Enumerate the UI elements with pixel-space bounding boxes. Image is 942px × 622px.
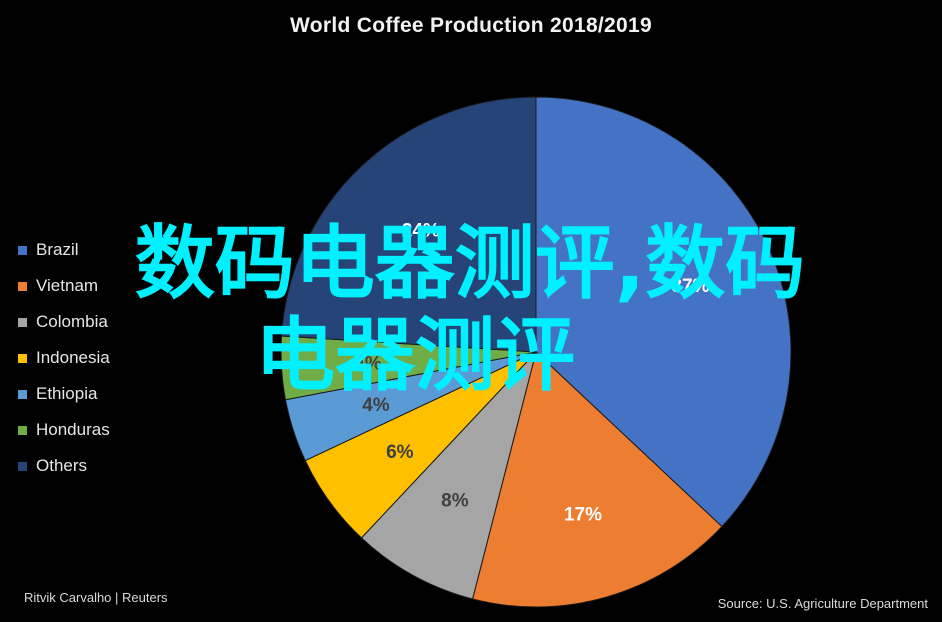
pie-slice-colombia — [360, 351, 537, 600]
data-label-honduras: 4% — [354, 354, 382, 375]
pie-slice-vietnam — [471, 351, 723, 608]
legend-item-ethiopia: Ethiopia — [18, 376, 110, 412]
data-label-vietnam: 17% — [564, 505, 602, 526]
credit-text: Ritvik Carvalho | Reuters — [24, 590, 168, 605]
legend-label: Indonesia — [36, 348, 110, 367]
legend: Brazil Vietnam Colombia Indonesia Ethiopia Ho… — [18, 232, 110, 484]
source-text: Source: U.S. Agriculture Department — [717, 596, 928, 611]
data-label-colombia: 8% — [441, 490, 469, 511]
legend-label: Honduras — [36, 420, 110, 439]
legend-swatch — [18, 389, 27, 399]
legend-item-others: Others — [18, 448, 110, 484]
data-label-brazil: 37% — [671, 276, 709, 297]
legend-swatch — [18, 461, 27, 471]
legend-swatch — [18, 353, 27, 363]
legend-swatch — [18, 245, 27, 255]
data-label-ethiopia: 4% — [362, 395, 390, 416]
pie-slice-others — [280, 96, 537, 353]
legend-label: Ethiopia — [36, 384, 98, 403]
legend-swatch — [18, 317, 27, 327]
pie-slice-brazil — [535, 96, 792, 528]
legend-item-indonesia: Indonesia — [18, 340, 110, 376]
legend-item-colombia: Colombia — [18, 304, 110, 340]
legend-label: Brazil — [36, 240, 79, 259]
data-label-others: 24% — [402, 220, 440, 241]
legend-label: Colombia — [36, 312, 108, 331]
legend-label: Others — [36, 456, 88, 475]
legend-swatch — [18, 281, 27, 291]
legend-item-brazil: Brazil — [18, 232, 110, 268]
legend-item-honduras: Honduras — [18, 412, 110, 448]
legend-item-vietnam: Vietnam — [18, 268, 110, 304]
data-label-indonesia: 6% — [386, 442, 414, 463]
legend-swatch — [18, 425, 27, 435]
legend-label: Vietnam — [36, 276, 99, 295]
chart-title: World Coffee Production 2018/2019 — [290, 14, 652, 37]
